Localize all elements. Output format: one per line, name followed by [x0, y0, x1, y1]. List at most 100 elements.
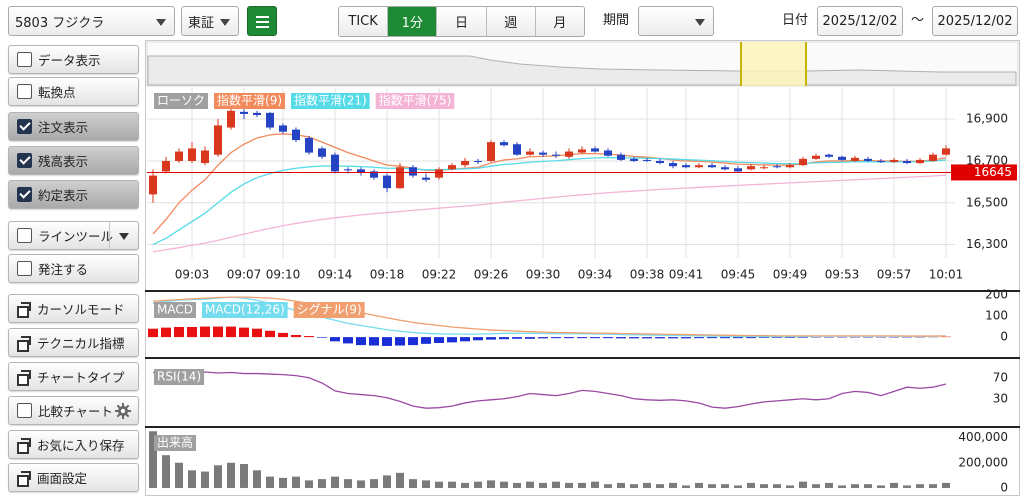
- legend-box: [154, 435, 197, 451]
- macd-bar: [785, 337, 795, 338]
- navigator-window[interactable]: [741, 42, 806, 86]
- legend-box: [154, 369, 205, 385]
- chart-frame: [145, 40, 1020, 496]
- candle-body: [682, 165, 690, 168]
- list-button[interactable]: [247, 6, 277, 36]
- y-tick-label: 16,300: [966, 237, 1008, 251]
- x-tick-label: 09:07: [227, 268, 262, 282]
- volume-bar: [747, 482, 755, 488]
- sidebar-button[interactable]: チャートタイプ: [8, 362, 139, 391]
- settings-icon[interactable]: [115, 403, 131, 422]
- candle-body: [266, 112, 274, 128]
- volume-bar: [214, 465, 222, 488]
- date-to[interactable]: 2025/12/02: [932, 6, 1018, 36]
- sidebar-button[interactable]: データ表示: [8, 45, 139, 74]
- legend-label: 指数平滑(9): [217, 93, 282, 108]
- menu-toggle[interactable]: [109, 222, 138, 249]
- volume-bar: [422, 480, 430, 488]
- volume-bar: [253, 470, 261, 488]
- macd-bar: [148, 328, 158, 338]
- candle-body: [656, 160, 664, 164]
- macd-bar: [499, 337, 509, 340]
- sidebar-button[interactable]: 発注する: [8, 254, 139, 283]
- macd-bar: [525, 337, 535, 339]
- market-select[interactable]: 東証: [181, 6, 239, 36]
- candle-body: [630, 158, 638, 161]
- macd-bar: [681, 337, 691, 339]
- macd-bar: [746, 337, 756, 339]
- checkbox[interactable]: [17, 228, 32, 243]
- sidebar-button[interactable]: 残高表示: [8, 146, 139, 175]
- volume-bar: [916, 484, 924, 488]
- macd-line: [152, 296, 946, 337]
- legend-box: [375, 93, 455, 109]
- volume-bar: [890, 482, 898, 488]
- date-separator: ～: [911, 13, 925, 28]
- sidebar-button[interactable]: お気に入り保存: [8, 430, 139, 459]
- checkbox[interactable]: [17, 119, 32, 134]
- checkbox[interactable]: [17, 187, 32, 202]
- sidebar-button[interactable]: カーソルモード: [8, 294, 139, 323]
- button-label: カーソルモード: [37, 302, 125, 317]
- volume-bar: [266, 476, 274, 488]
- volume-bar: [708, 484, 716, 488]
- interval-tab[interactable]: TICK: [339, 7, 389, 36]
- macd-bar: [629, 337, 639, 339]
- candle-body: [760, 167, 768, 169]
- checkbox[interactable]: [17, 403, 32, 418]
- candle-body: [305, 137, 313, 153]
- ema-line: [152, 174, 947, 253]
- sidebar-button[interactable]: ラインツール: [8, 221, 139, 250]
- period-select[interactable]: [638, 6, 714, 36]
- y-tick-label: 0: [1000, 480, 1008, 494]
- macd-bar: [720, 337, 730, 339]
- volume-bar: [864, 484, 872, 488]
- candle-body: [500, 142, 508, 146]
- volume-bar: [942, 482, 950, 488]
- legend-label: MACD(12,26): [205, 303, 285, 317]
- candle-body: [513, 144, 521, 155]
- overview-navigator[interactable]: [146, 41, 1019, 87]
- y-tick-label: 0: [1000, 330, 1008, 344]
- sidebar-button[interactable]: 転換点: [8, 77, 139, 106]
- sidebar-button[interactable]: 比較チャート: [8, 396, 139, 425]
- volume-bar: [669, 482, 677, 488]
- dropdown-arrow: [156, 19, 166, 26]
- macd-bar: [252, 328, 262, 338]
- x-tick-label: 09:03: [175, 268, 210, 282]
- candle-body: [422, 177, 430, 180]
- candle-body: [357, 169, 365, 173]
- macd-bar: [421, 337, 431, 344]
- legend-label: シグナル(9): [297, 303, 362, 317]
- checkbox[interactable]: [17, 52, 32, 67]
- macd-bar: [239, 327, 249, 338]
- interval-tab[interactable]: 1分: [388, 7, 438, 36]
- candle-body: [526, 151, 534, 155]
- sidebar-button[interactable]: 約定表示: [8, 180, 139, 209]
- sidebar-button[interactable]: 注文表示: [8, 112, 139, 141]
- sidebar-button[interactable]: 画面設定: [8, 463, 139, 492]
- button-label: 発注する: [38, 262, 89, 277]
- symbol-select[interactable]: 5803 フジクラ: [8, 6, 175, 36]
- candle-body: [292, 129, 300, 141]
- macd-bar: [265, 330, 275, 338]
- sidebar-button[interactable]: テクニカル指標: [8, 328, 139, 357]
- candle-body: [669, 163, 677, 167]
- volume-bar: [630, 484, 638, 488]
- legend-box: [291, 93, 370, 109]
- button-label: 画面設定: [37, 471, 88, 486]
- checkbox[interactable]: [17, 84, 32, 99]
- y-tick-label: 16,900: [966, 112, 1008, 126]
- checkbox[interactable]: [17, 153, 32, 168]
- candle-body: [175, 151, 183, 161]
- macd-bar: [447, 337, 457, 343]
- checkbox[interactable]: [17, 261, 32, 276]
- interval-tab[interactable]: 週: [486, 7, 536, 36]
- candle-body: [812, 155, 820, 159]
- interval-tab[interactable]: 月: [535, 7, 584, 36]
- button-label: 注文表示: [38, 120, 89, 135]
- x-tick-label: 09:18: [370, 268, 405, 282]
- candle-body: [604, 150, 612, 156]
- interval-tab[interactable]: 日: [437, 7, 487, 36]
- date-from[interactable]: 2025/12/02: [817, 6, 903, 36]
